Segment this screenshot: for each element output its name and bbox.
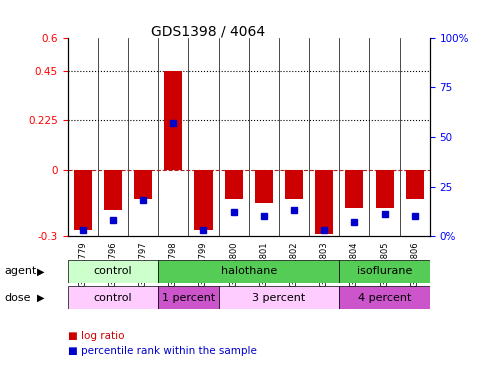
Bar bbox=[164, 70, 183, 170]
Text: 1 percent: 1 percent bbox=[162, 292, 215, 303]
Bar bbox=[339, 286, 430, 309]
Bar bbox=[68, 286, 158, 309]
Text: isoflurane: isoflurane bbox=[357, 266, 412, 276]
Bar bbox=[104, 170, 122, 210]
Text: halothane: halothane bbox=[221, 266, 277, 276]
Bar bbox=[195, 170, 213, 230]
Text: agent: agent bbox=[5, 266, 37, 276]
Text: 3 percent: 3 percent bbox=[252, 292, 306, 303]
Text: ▶: ▶ bbox=[37, 266, 45, 276]
Text: 4 percent: 4 percent bbox=[358, 292, 412, 303]
Bar bbox=[376, 170, 394, 207]
Text: dose: dose bbox=[5, 292, 31, 303]
Text: ■ log ratio: ■ log ratio bbox=[68, 331, 124, 340]
Bar bbox=[315, 170, 333, 234]
Bar bbox=[158, 286, 219, 309]
Text: ■ percentile rank within the sample: ■ percentile rank within the sample bbox=[68, 346, 256, 355]
Bar bbox=[339, 260, 430, 283]
Bar bbox=[158, 260, 339, 283]
Text: ▶: ▶ bbox=[37, 292, 45, 303]
Bar bbox=[134, 170, 152, 199]
Bar bbox=[255, 170, 273, 203]
Text: control: control bbox=[94, 292, 132, 303]
Text: control: control bbox=[94, 266, 132, 276]
Bar bbox=[219, 286, 339, 309]
Bar bbox=[285, 170, 303, 199]
Bar bbox=[225, 170, 242, 199]
Text: GDS1398 / 4064: GDS1398 / 4064 bbox=[151, 24, 265, 38]
Bar bbox=[73, 170, 92, 230]
Bar bbox=[345, 170, 364, 207]
Bar bbox=[406, 170, 424, 199]
Bar bbox=[68, 260, 158, 283]
